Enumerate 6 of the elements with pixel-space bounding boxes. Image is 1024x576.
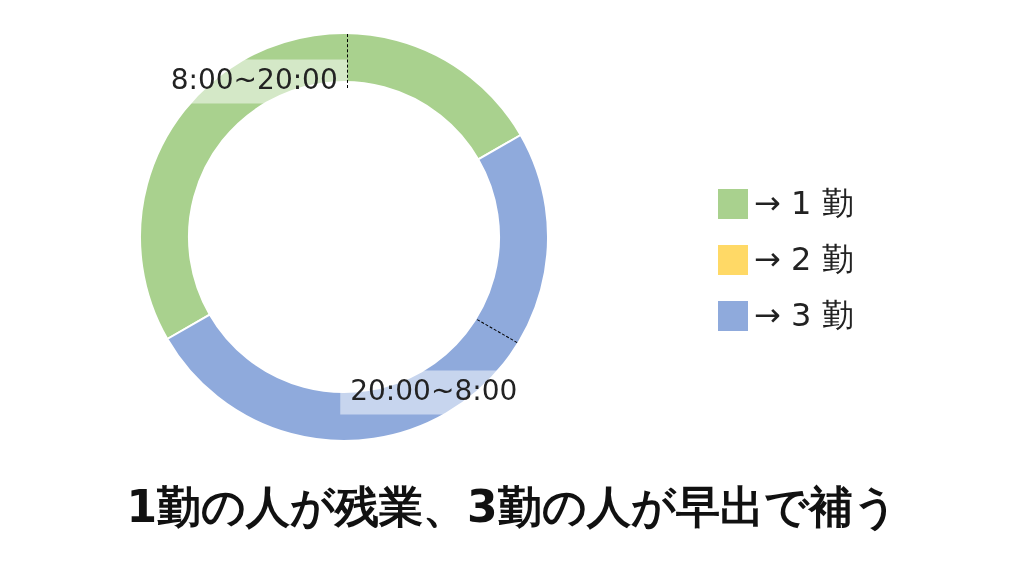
legend-label: → 1 勤 (754, 183, 854, 224)
legend-label: → 2 勤 (754, 239, 854, 280)
data-label: 20:00~8:00 (350, 373, 518, 407)
data-label: 8:00~20:00 (170, 62, 338, 96)
legend-label: → 3 勤 (754, 295, 854, 336)
text: 1勤の人が残業、3勤の人が早出で補う (125, 480, 899, 534)
